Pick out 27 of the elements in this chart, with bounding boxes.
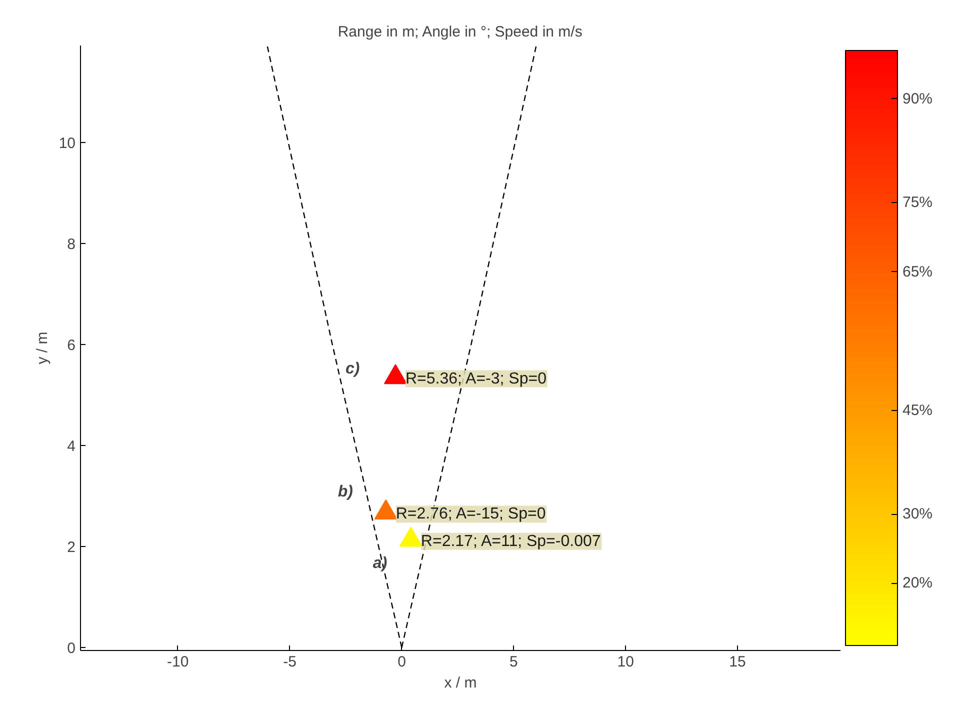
annotation: R=2.76; A=-15; Sp=0 xyxy=(396,506,546,523)
y-tick-label: 8 xyxy=(67,236,76,253)
y-tick-label: 2 xyxy=(67,538,76,556)
y-tick-label: 4 xyxy=(67,438,76,455)
color-bar-label: 30% xyxy=(902,506,933,523)
x-tick-label: 15 xyxy=(729,654,746,670)
x-tick-label: 0 xyxy=(398,654,406,670)
x-tick-label: 10 xyxy=(617,654,634,670)
x-tick-label: -10 xyxy=(167,654,189,670)
x-axis-title: x / m xyxy=(444,674,477,692)
color-bar-label: 20% xyxy=(902,574,933,592)
x-tick-label: 5 xyxy=(509,654,518,670)
color-bar-label: 90% xyxy=(902,90,933,108)
y-tick-label: 6 xyxy=(67,336,76,354)
annotation: R=5.36; A=-3; Sp=0 xyxy=(405,370,547,388)
annotation: a) xyxy=(372,554,388,572)
annotation: R=2.17; A=11; Sp=-0.007 xyxy=(420,532,601,550)
chart-title: Range in m; Angle in °; Speed in m/s xyxy=(338,24,582,40)
x-tick-label: -5 xyxy=(283,654,296,670)
y-tick-label: 0 xyxy=(67,640,76,657)
color-bar-label: 75% xyxy=(902,194,933,212)
annotation: b) xyxy=(338,484,353,501)
annotation: c) xyxy=(345,360,360,378)
color-bar-label: 65% xyxy=(902,263,933,280)
y-axis-title: y / m xyxy=(34,332,51,364)
y-tick-label: 10 xyxy=(58,134,76,152)
color-bar-label: 45% xyxy=(902,402,933,419)
